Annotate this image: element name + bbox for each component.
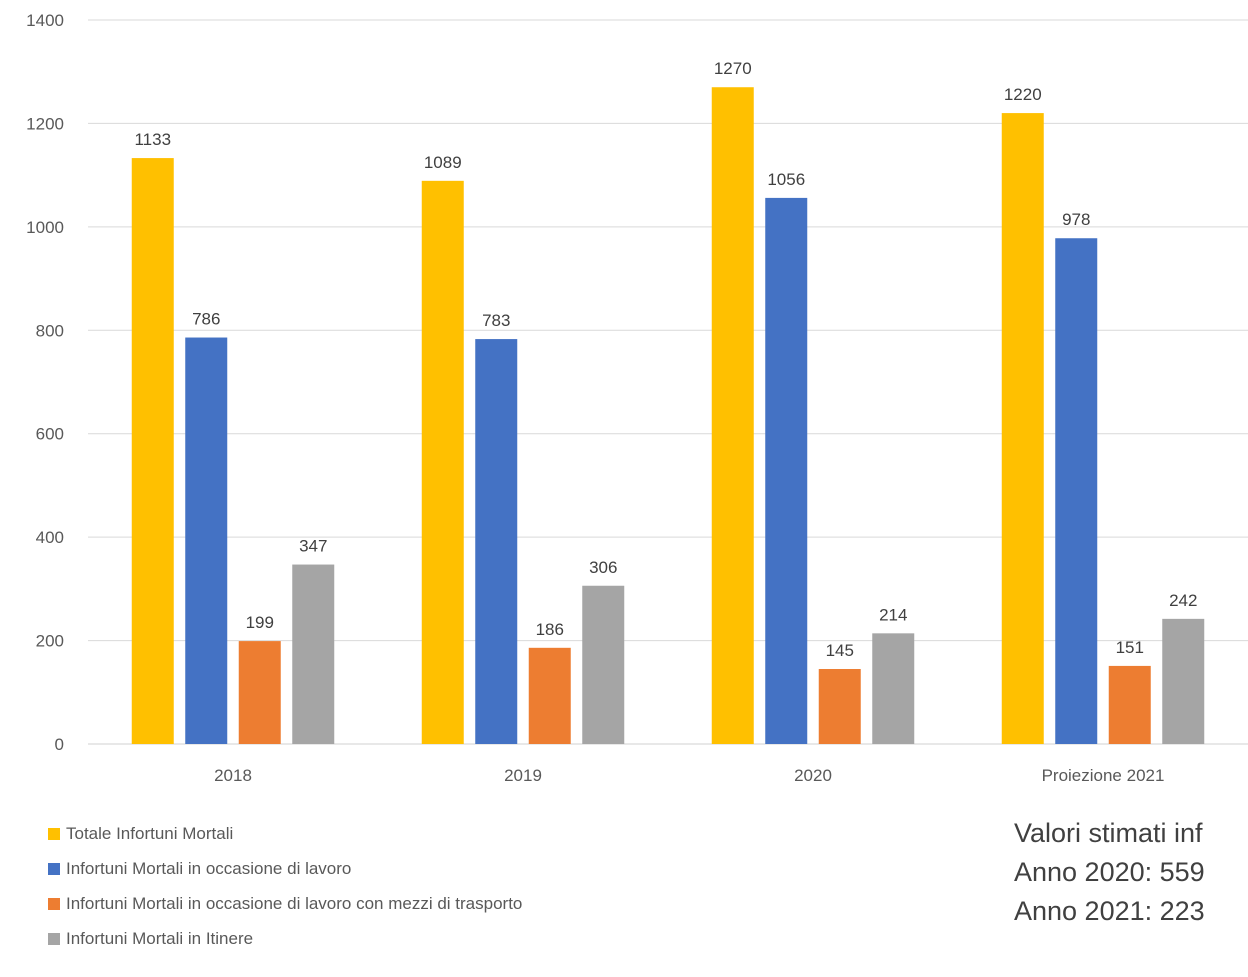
bar-lavoro <box>185 337 228 744</box>
data-label: 145 <box>826 641 854 660</box>
legend-item-totale: Totale Infortuni Mortali <box>48 816 522 851</box>
bar-lavoro <box>475 339 518 744</box>
y-tick-label: 1000 <box>26 218 64 237</box>
legend-label: Infortuni Mortali in occasione di lavoro… <box>66 893 523 913</box>
legend-item-lavoro: Infortuni Mortali in occasione di lavoro <box>48 851 522 886</box>
estimate-note: Valori stimati inf Anno 2020: 559 Anno 2… <box>1014 814 1205 931</box>
y-tick-label: 1400 <box>26 11 64 30</box>
bar-trasporto <box>238 641 281 744</box>
y-tick-label: 0 <box>55 735 64 754</box>
data-label: 306 <box>589 558 617 577</box>
data-label: 1220 <box>1004 85 1042 104</box>
data-label: 1270 <box>714 59 752 78</box>
data-label: 978 <box>1062 210 1090 229</box>
y-axis-ticks: 0 200 400 600 800 1000 1200 1400 <box>26 11 64 754</box>
legend-label: Infortuni Mortali in Itinere <box>66 928 254 948</box>
note-line-2: Anno 2020: 559 <box>1014 857 1205 887</box>
data-label: 199 <box>246 613 274 632</box>
data-label: 214 <box>879 605 907 624</box>
legend-swatch-totale-icon <box>48 827 60 840</box>
data-label: 1056 <box>767 170 805 189</box>
legend: Totale Infortuni Mortali Infortuni Morta… <box>48 816 522 956</box>
bar-totale <box>131 158 174 744</box>
legend-item-itinere: Infortuni Mortali in Itinere <box>48 921 522 956</box>
data-label: 786 <box>192 310 220 329</box>
y-tick-label: 200 <box>36 632 64 651</box>
bar-lavoro <box>765 197 808 744</box>
note-line-3: Anno 2021: 223 <box>1014 896 1205 926</box>
bar-itinere <box>1162 618 1205 744</box>
gridlines <box>88 19 1248 745</box>
data-label: 783 <box>482 311 510 330</box>
bar-totale <box>711 87 754 744</box>
y-tick-label: 1200 <box>26 114 64 133</box>
bar-totale <box>421 180 464 744</box>
bar-itinere <box>582 585 625 744</box>
bar-trasporto <box>528 647 571 744</box>
data-label: 242 <box>1169 591 1197 610</box>
legend-label: Infortuni Mortali in occasione di lavoro <box>66 858 352 878</box>
legend-swatch-itinere-icon <box>48 932 60 945</box>
note-line-1: Valori stimati inf <box>1014 818 1203 848</box>
x-tick-label: 2018 <box>214 766 252 785</box>
legend-swatch-trasporto-icon <box>48 897 60 910</box>
bar-lavoro <box>1055 238 1098 744</box>
data-label: 1133 <box>134 130 171 149</box>
data-label: 347 <box>299 537 327 556</box>
data-labels: 1133 786 199 347 1089 783 186 306 1270 1056 145 214… <box>134 59 1197 660</box>
data-label: 1089 <box>424 153 462 172</box>
legend-swatch-lavoro-icon <box>48 862 60 875</box>
legend-label: Totale Infortuni Mortali <box>66 823 234 843</box>
x-tick-label: 2020 <box>794 766 832 785</box>
data-label: 151 <box>1116 638 1144 657</box>
bar-itinere <box>872 633 915 744</box>
x-tick-label: Proiezione 2021 <box>1042 766 1165 785</box>
y-tick-label: 800 <box>36 321 64 340</box>
x-axis-ticks: 2018 2019 2020 Proiezione 2021 <box>214 766 1164 785</box>
x-tick-label: 2019 <box>504 766 542 785</box>
y-tick-label: 400 <box>36 528 64 547</box>
bars <box>131 87 1205 745</box>
bar-trasporto <box>818 669 861 744</box>
legend-item-trasporto: Infortuni Mortali in occasione di lavoro… <box>48 886 522 921</box>
data-label: 186 <box>536 620 564 639</box>
bar-totale <box>1001 113 1044 745</box>
y-tick-label: 600 <box>36 425 64 444</box>
bar-itinere <box>292 564 335 744</box>
bar-trasporto <box>1108 665 1151 744</box>
